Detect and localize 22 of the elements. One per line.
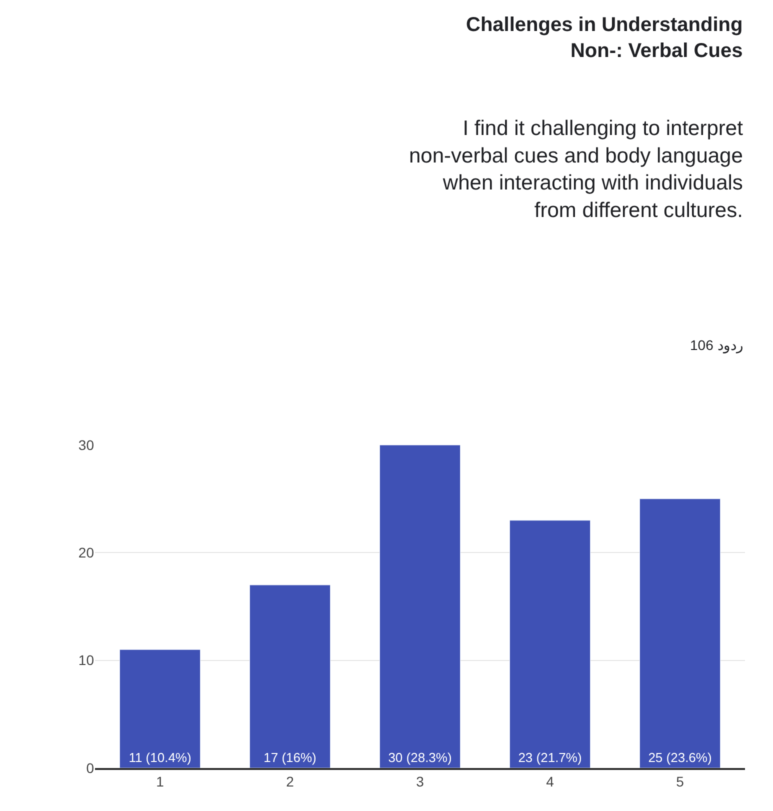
bar xyxy=(379,445,461,768)
data-label: 11 (10.4%) xyxy=(128,750,192,765)
x-tick-label: 4 xyxy=(546,774,554,790)
bar xyxy=(119,649,201,768)
y-tick-label: 20 xyxy=(78,544,94,561)
bar xyxy=(249,584,331,768)
data-label: 25 (23.6%) xyxy=(648,750,712,765)
data-label: 30 (28.3%) xyxy=(388,750,452,765)
chart-subtitle: I find it challenging to interpret non-verbal cues and body language when interacting with individuals from different cultures. xyxy=(409,117,744,222)
x-tick-label: 5 xyxy=(676,774,684,790)
bar xyxy=(509,520,591,768)
y-tick-label: 0 xyxy=(86,760,94,776)
x-tick-label: 2 xyxy=(286,774,294,790)
x-tick-label: 1 xyxy=(156,774,164,790)
bar xyxy=(639,498,721,768)
data-label: 23 (21.7%) xyxy=(518,750,582,765)
data-label: 17 (16%) xyxy=(264,750,316,765)
x-tick-label: 3 xyxy=(416,774,424,790)
chart-title: Challenges in Understanding Non-: Verbal Cues xyxy=(466,14,743,62)
text: 106 ردود xyxy=(690,337,744,354)
y-tick-label: 30 xyxy=(78,436,94,453)
y-tick-label: 10 xyxy=(78,652,94,668)
